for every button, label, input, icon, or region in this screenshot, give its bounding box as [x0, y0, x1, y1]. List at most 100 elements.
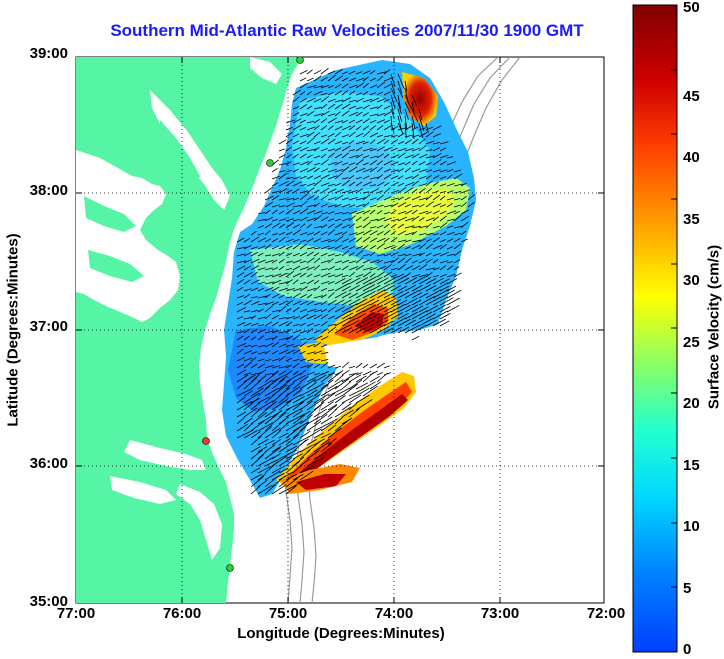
velocity-vector — [299, 104, 307, 110]
velocity-vector — [348, 252, 355, 257]
velocity-vector — [257, 275, 264, 278]
velocity-vector — [376, 319, 389, 327]
velocity-vector — [278, 375, 288, 383]
velocity-vector — [313, 113, 324, 117]
velocity-vector — [299, 378, 316, 390]
velocity-vector — [446, 225, 454, 229]
velocity-vector — [271, 301, 279, 306]
velocity-vector — [257, 456, 275, 467]
velocity-vector — [306, 90, 313, 96]
velocity-vector — [327, 281, 335, 285]
velocity-vector — [355, 257, 364, 264]
velocity-vector — [418, 127, 426, 131]
velocity-vector — [404, 217, 415, 222]
velocity-vector — [264, 459, 279, 467]
velocity-vector — [271, 394, 282, 404]
velocity-vector — [369, 363, 378, 369]
velocity-vector — [320, 260, 330, 264]
velocity-vector — [341, 97, 351, 103]
velocity-vector — [397, 127, 407, 131]
velocity-vector — [264, 350, 271, 355]
velocity-vector — [285, 208, 294, 215]
colorbar-ticks — [671, 69, 677, 588]
velocity-vector — [313, 252, 320, 257]
velocity-vector — [418, 306, 429, 313]
velocity-vector — [334, 140, 343, 145]
velocity-vector — [383, 260, 394, 264]
velocity-vector — [432, 216, 440, 222]
velocity-vector — [243, 390, 254, 397]
velocity-vector — [299, 260, 307, 264]
velocity-vector — [292, 396, 305, 404]
velocity-vector — [411, 115, 416, 129]
velocity-vector — [320, 281, 330, 285]
velocity-vector — [334, 153, 343, 159]
velocity-vector — [313, 441, 331, 453]
velocity-vector — [432, 210, 440, 215]
velocity-vector — [383, 98, 390, 103]
velocity-vector — [327, 424, 337, 432]
velocity-vector — [418, 217, 425, 222]
velocity-vector — [243, 350, 253, 355]
velocity-vector — [404, 196, 411, 201]
velocity-vector — [341, 299, 352, 306]
velocity-vector — [355, 132, 364, 138]
velocity-vector — [236, 271, 245, 278]
velocity-vector — [341, 90, 349, 96]
velocity-vector — [271, 330, 280, 334]
velocity-vector — [369, 209, 376, 215]
velocity-vector — [306, 131, 315, 138]
velocity-vector — [292, 176, 301, 180]
velocity-vector — [418, 115, 425, 131]
velocity-vector — [257, 375, 267, 383]
velocity-vector — [355, 216, 362, 222]
velocity-vector — [376, 119, 386, 124]
velocity-vector — [285, 445, 298, 453]
velocity-vector — [250, 412, 268, 425]
velocity-vector — [439, 191, 447, 194]
velocity-vector — [243, 344, 252, 348]
velocity-vector — [292, 272, 302, 278]
velocity-vector — [355, 298, 368, 306]
velocity-vector — [278, 287, 288, 292]
velocity-vector — [390, 317, 407, 327]
velocity-vector — [299, 140, 307, 145]
velocity-vector — [292, 389, 302, 397]
velocity-vector — [313, 189, 320, 194]
velocity-vector — [425, 155, 435, 159]
velocity-vector — [285, 450, 302, 460]
velocity-vector — [236, 237, 245, 243]
velocity-vector — [299, 223, 306, 229]
velocity-vector — [369, 84, 378, 89]
velocity-vector — [369, 276, 383, 285]
velocity-vector — [271, 253, 280, 257]
velocity-vector — [257, 335, 265, 341]
velocity-vector — [404, 203, 412, 208]
velocity-vector — [362, 112, 369, 117]
velocity-vector — [264, 244, 272, 250]
velocity-vector — [306, 223, 313, 229]
velocity-vector — [327, 183, 336, 187]
velocity-vector — [341, 274, 349, 278]
velocity-vector — [369, 184, 376, 187]
velocity-vector — [292, 464, 302, 474]
velocity-vector — [257, 344, 266, 348]
velocity-vector — [425, 243, 434, 250]
velocity-vector — [285, 477, 299, 488]
velocity-vector — [243, 251, 253, 257]
velocity-vector — [313, 364, 320, 369]
velocity-vector — [278, 337, 289, 341]
velocity-vector — [334, 90, 342, 96]
velocity-vector — [453, 210, 460, 215]
velocity-vector — [320, 371, 330, 376]
velocity-vector — [411, 274, 421, 278]
velocity-vector — [299, 147, 309, 152]
velocity-vector — [257, 328, 266, 334]
velocity-vector — [411, 253, 422, 257]
velocity-vector — [376, 291, 388, 299]
velocity-vector — [292, 133, 300, 138]
velocity-vector — [341, 190, 352, 194]
velocity-vector — [292, 124, 302, 131]
velocity-vector — [390, 147, 398, 152]
velocity-vector — [425, 272, 433, 278]
